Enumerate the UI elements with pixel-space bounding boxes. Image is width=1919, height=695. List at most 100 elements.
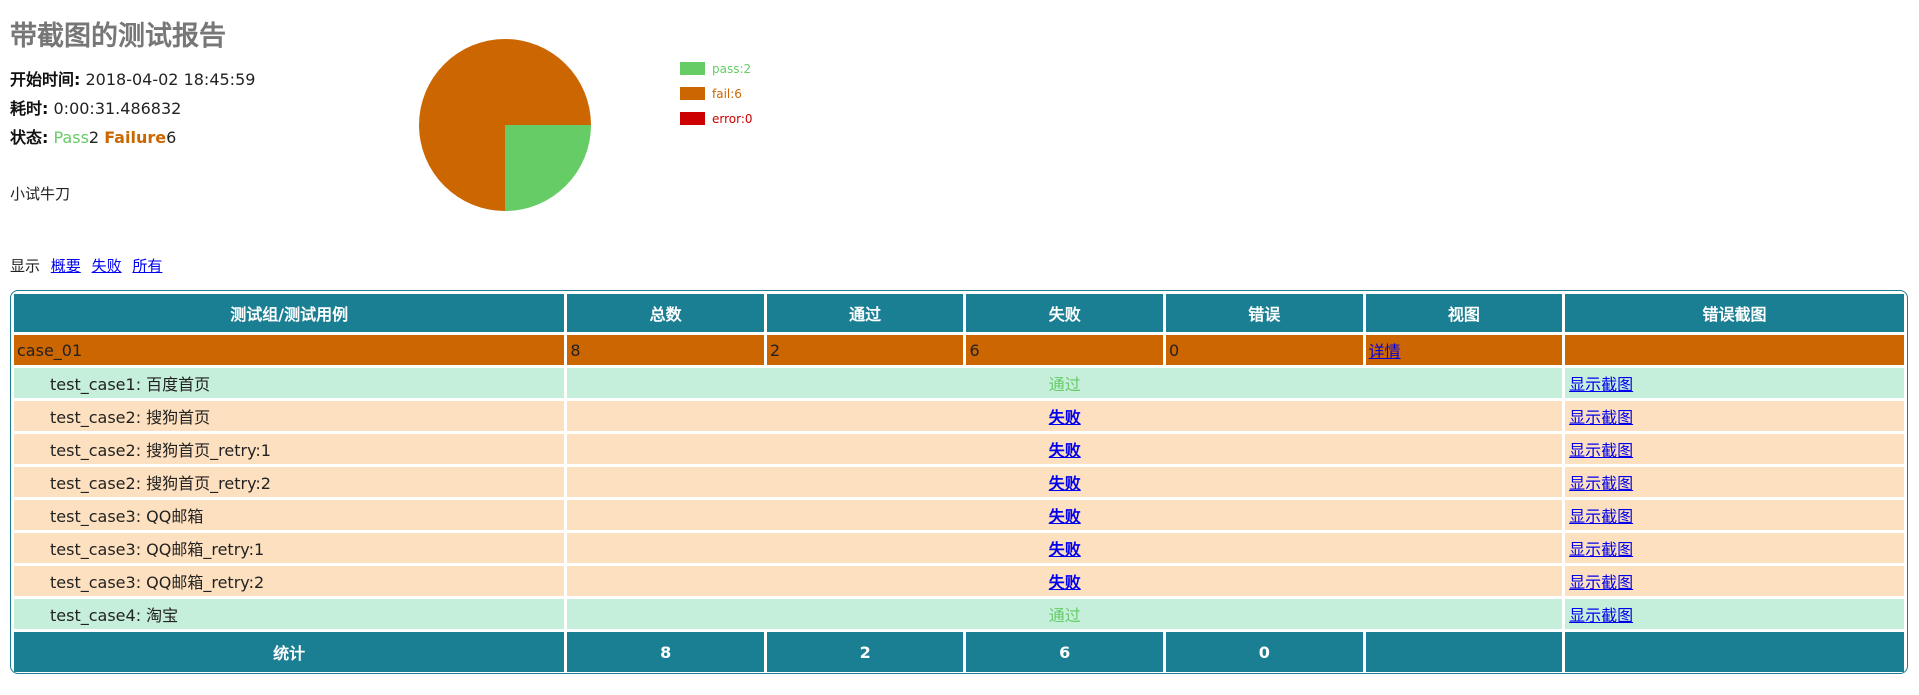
case-status-cell: 失败 <box>567 533 1563 563</box>
case-name: test_case2: 搜狗首页 <box>14 401 565 431</box>
case-name: test_case3: QQ邮箱 <box>14 500 565 530</box>
status-label: 状态: <box>10 128 49 147</box>
filter-label: 显示 <box>10 257 41 275</box>
show-screenshot-link[interactable]: 显示截图 <box>1569 375 1634 394</box>
case-status-cell: 通过 <box>567 368 1563 398</box>
show-screenshot-link[interactable]: 显示截图 <box>1569 408 1634 427</box>
group-view-cell: 详情 <box>1365 335 1563 365</box>
show-screenshot-link[interactable]: 显示截图 <box>1569 540 1634 559</box>
table-row: test_case2: 搜狗首页_retry:1 失败 显示截图 <box>14 434 1904 464</box>
case-name: test_case3: QQ邮箱_retry:2 <box>14 566 565 596</box>
header-case: 测试组/测试用例 <box>14 294 565 332</box>
legend-swatch <box>680 112 705 125</box>
legend-swatch <box>680 87 705 100</box>
header-fail: 失败 <box>966 294 1163 332</box>
legend-label: pass:2 <box>712 61 752 76</box>
case-name: test_case3: QQ邮箱_retry:1 <box>14 533 565 563</box>
table-row: test_case1: 百度首页 通过 显示截图 <box>14 368 1904 398</box>
group-row: case_01 8 2 6 0 详情 <box>14 335 1904 365</box>
case-status: 通过 <box>1048 375 1081 394</box>
report-title: 带截图的测试报告 <box>10 21 226 52</box>
legend-swatch <box>680 62 705 75</box>
header-pass: 通过 <box>766 294 964 332</box>
table-header-row: 测试组/测试用例 总数 通过 失败 错误 视图 错误截图 <box>14 294 1904 332</box>
case-status-link[interactable]: 失败 <box>1048 441 1081 460</box>
group-fail: 6 <box>966 335 1163 365</box>
total-fail: 6 <box>966 632 1163 672</box>
case-screenshot-cell: 显示截图 <box>1565 368 1904 398</box>
status-pass-label: Pass <box>53 128 89 147</box>
total-view-cell <box>1365 632 1563 672</box>
show-screenshot-link[interactable]: 显示截图 <box>1569 474 1634 493</box>
status-pass-count: 2 <box>88 128 100 147</box>
header-error: 错误 <box>1166 294 1363 332</box>
pie-slice-pass <box>505 125 591 211</box>
table-row: test_case3: QQ邮箱 失败 显示截图 <box>14 500 1904 530</box>
case-screenshot-cell: 显示截图 <box>1565 566 1904 596</box>
total-screenshot-cell <box>1565 632 1904 672</box>
group-total: 8 <box>567 335 764 365</box>
case-status-link[interactable]: 失败 <box>1048 573 1081 592</box>
case-name: test_case2: 搜狗首页_retry:1 <box>14 434 565 464</box>
legend-label: error:0 <box>712 111 753 126</box>
case-name: test_case4: 淘宝 <box>14 599 565 629</box>
total-count: 8 <box>567 632 764 672</box>
case-status-link[interactable]: 失败 <box>1048 474 1081 493</box>
legend-item-fail: fail:6 <box>680 81 753 106</box>
duration: 耗时: 0:00:31.486832 <box>10 95 181 119</box>
filter-failed-link[interactable]: 失败 <box>91 257 122 275</box>
status-fail-count: 6 <box>166 128 177 147</box>
start-time-label: 开始时间: <box>10 70 81 89</box>
case-screenshot-cell: 显示截图 <box>1565 533 1904 563</box>
report-description: 小试牛刀 <box>10 185 71 203</box>
case-screenshot-cell: 显示截图 <box>1565 599 1904 629</box>
filter-all-link[interactable]: 所有 <box>132 257 163 275</box>
legend-label: fail:6 <box>712 86 742 101</box>
show-screenshot-link[interactable]: 显示截图 <box>1569 507 1634 526</box>
start-time: 开始时间: 2018-04-02 18:45:59 <box>10 66 255 90</box>
show-screenshot-link[interactable]: 显示截图 <box>1569 573 1634 592</box>
total-error: 0 <box>1166 632 1363 672</box>
case-name: test_case1: 百度首页 <box>14 368 565 398</box>
case-status-cell: 失败 <box>567 566 1563 596</box>
filter-bar: 显示 概要 失败 所有 <box>10 255 162 276</box>
case-status-link[interactable]: 失败 <box>1048 540 1081 559</box>
case-name: test_case2: 搜狗首页_retry:2 <box>14 467 565 497</box>
case-screenshot-cell: 显示截图 <box>1565 467 1904 497</box>
show-screenshot-link[interactable]: 显示截图 <box>1569 441 1634 460</box>
header-view: 视图 <box>1365 294 1563 332</box>
case-status-cell: 失败 <box>567 467 1563 497</box>
legend-item-error: error:0 <box>680 106 753 131</box>
case-status-cell: 通过 <box>567 599 1563 629</box>
show-screenshot-link[interactable]: 显示截图 <box>1569 606 1634 625</box>
total-row: 统计 8 2 6 0 <box>14 632 1904 672</box>
result-table-container: 测试组/测试用例 总数 通过 失败 错误 视图 错误截图 case_01 8 2… <box>10 290 1908 674</box>
total-pass: 2 <box>766 632 964 672</box>
case-screenshot-cell: 显示截图 <box>1565 500 1904 530</box>
table-row: test_case4: 淘宝 通过 显示截图 <box>14 599 1904 629</box>
pie-slice-fail <box>419 39 591 211</box>
total-label: 统计 <box>14 632 565 672</box>
case-status-cell: 失败 <box>567 500 1563 530</box>
group-error: 0 <box>1166 335 1363 365</box>
group-name: case_01 <box>14 335 565 365</box>
header-screenshot: 错误截图 <box>1565 294 1904 332</box>
table-row: test_case2: 搜狗首页_retry:2 失败 显示截图 <box>14 467 1904 497</box>
group-pass: 2 <box>766 335 964 365</box>
legend-item-pass: pass:2 <box>680 56 753 81</box>
filter-summary-link[interactable]: 概要 <box>50 257 81 275</box>
case-status-cell: 失败 <box>567 401 1563 431</box>
case-status-cell: 失败 <box>567 434 1563 464</box>
table-row: test_case3: QQ邮箱_retry:1 失败 显示截图 <box>14 533 1904 563</box>
table-row: test_case3: QQ邮箱_retry:2 失败 显示截图 <box>14 566 1904 596</box>
group-screenshot-cell <box>1565 335 1904 365</box>
case-status-link[interactable]: 失败 <box>1048 408 1081 427</box>
duration-value: 0:00:31.486832 <box>53 99 182 118</box>
header-total: 总数 <box>567 294 764 332</box>
case-status-link[interactable]: 失败 <box>1048 507 1081 526</box>
status: 状态: Pass2 Failure6 <box>10 124 176 148</box>
case-status: 通过 <box>1048 606 1081 625</box>
group-detail-link[interactable]: 详情 <box>1368 342 1401 361</box>
case-screenshot-cell: 显示截图 <box>1565 434 1904 464</box>
result-table: 测试组/测试用例 总数 通过 失败 错误 视图 错误截图 case_01 8 2… <box>11 291 1907 673</box>
